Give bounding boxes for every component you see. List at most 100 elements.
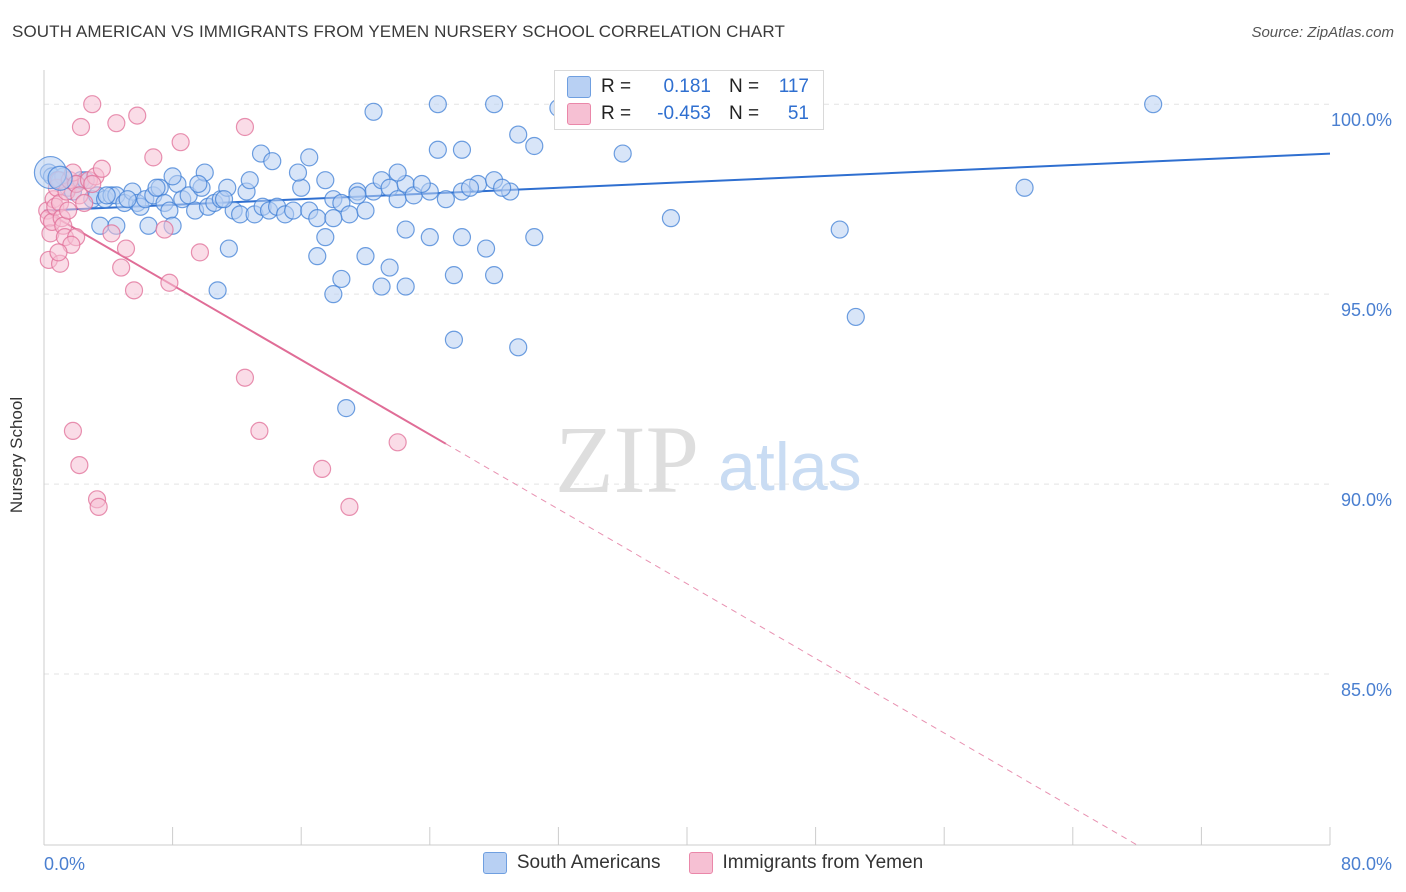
south-american-point (460, 178, 480, 197)
south-american-point (444, 266, 464, 285)
y-tick-label: 95.0% (1341, 300, 1392, 320)
legend-swatch-blue (482, 852, 507, 874)
south-american-point (485, 95, 504, 114)
south-american-point (846, 307, 865, 327)
south-american-point (189, 174, 208, 194)
data-points (33, 95, 1163, 516)
legend-row-south-americans: R = 0.181 N = 117 (567, 75, 809, 99)
yemen-point (70, 455, 89, 475)
legend-swatch-pink (688, 852, 713, 874)
south-american-point (509, 125, 528, 144)
south-american-point (147, 178, 166, 197)
south-american-point (493, 178, 512, 197)
south-american-point (485, 266, 504, 285)
south-american-point (830, 220, 849, 239)
x-tick-label: 0.0% (44, 854, 85, 874)
legend-label: South Americans (516, 852, 661, 873)
south-american-point (240, 171, 259, 190)
south-american-point (428, 140, 447, 159)
south-american-point (364, 102, 383, 121)
stats-legend: R = 0.181 N = 117 R = -0.453 N = 51 (554, 70, 824, 130)
grid-lines (44, 103, 1330, 675)
axes (43, 70, 1331, 846)
yemen-point (190, 243, 210, 262)
yemen-point (388, 433, 407, 452)
south-american-point (316, 228, 335, 247)
south-american-point (219, 239, 238, 258)
legend-n-value: 117 (778, 76, 809, 97)
yemen-point (155, 220, 174, 239)
yemen-point (71, 117, 91, 137)
legend-r-label: R = (601, 76, 632, 97)
yemen-point (112, 258, 131, 277)
source-label: Source: ZipAtlas.com (1251, 24, 1394, 41)
south-american-point (340, 205, 359, 224)
yemen-point (124, 281, 144, 300)
south-american-point (139, 216, 158, 235)
south-american-point (372, 277, 391, 296)
south-american-point (284, 201, 303, 220)
south-american-point (388, 163, 407, 182)
legend-r-label: R = (601, 103, 632, 124)
y-tick-label: 90.0% (1341, 490, 1392, 510)
watermark-atlas: atlas (718, 429, 862, 505)
south-american-point (396, 220, 415, 239)
legend-n-label: N = (729, 76, 760, 97)
yemen-point (92, 159, 111, 178)
yemen-point (144, 148, 163, 167)
yemen-point (235, 368, 255, 387)
yemen-point (49, 243, 68, 262)
south-american-point (613, 144, 632, 163)
yemen-point (116, 239, 136, 258)
legend-n-value: 51 (787, 103, 809, 124)
watermark-zip: ZIP (555, 406, 699, 513)
south-american-point (300, 148, 319, 167)
south-american-point (412, 174, 431, 194)
south-american-point (436, 190, 455, 209)
yemen-point (235, 117, 255, 137)
south-american-point (332, 269, 351, 289)
south-american-point (380, 258, 399, 277)
yemen-point (102, 224, 121, 243)
south-american-point (525, 228, 544, 247)
legend-item-yemen[interactable]: Immigrants from Yemen (688, 852, 924, 874)
yemen-trend-line (43, 209, 447, 445)
yemen-point (63, 421, 83, 441)
south-american-point (324, 209, 343, 228)
yemen-point (128, 106, 147, 125)
yemen-point (83, 174, 102, 194)
y-tick-label: 85.0% (1341, 680, 1392, 700)
south-american-point (337, 399, 356, 418)
yemen-point (59, 201, 78, 220)
south-american-point (509, 338, 528, 357)
south-american-point (428, 95, 447, 114)
yemen-point (107, 114, 126, 133)
series-legend: South Americans Immigrants from Yemen (0, 852, 1406, 874)
y-axis-label: Nursery School (7, 396, 26, 514)
legend-r-value: -0.453 (657, 103, 711, 124)
south-american-point (1144, 95, 1163, 114)
south-american-point (396, 277, 415, 296)
south-american-point (308, 209, 327, 228)
legend-n-label: N = (729, 103, 760, 124)
legend-item-south-americans[interactable]: South Americans (482, 852, 661, 874)
south-american-point (292, 178, 311, 197)
south-american-point (420, 228, 439, 247)
south-american-point (97, 186, 116, 205)
south-american-point (452, 140, 472, 159)
south-american-point (308, 247, 327, 266)
south-american-point (388, 190, 407, 209)
south-american-point (452, 228, 472, 247)
south-american-point (525, 136, 544, 156)
south-american-point (661, 209, 681, 228)
south-american-point (324, 285, 343, 304)
south-american-trend-line (43, 152, 1331, 212)
yemen-point (83, 95, 102, 114)
yemen-point (160, 273, 179, 292)
yemen-point (89, 497, 108, 516)
legend-swatch-pink (567, 103, 591, 125)
legend-label: Immigrants from Yemen (722, 852, 924, 873)
south-american-point (163, 167, 182, 186)
south-american-point (1015, 178, 1034, 197)
yemen-point (312, 459, 332, 478)
